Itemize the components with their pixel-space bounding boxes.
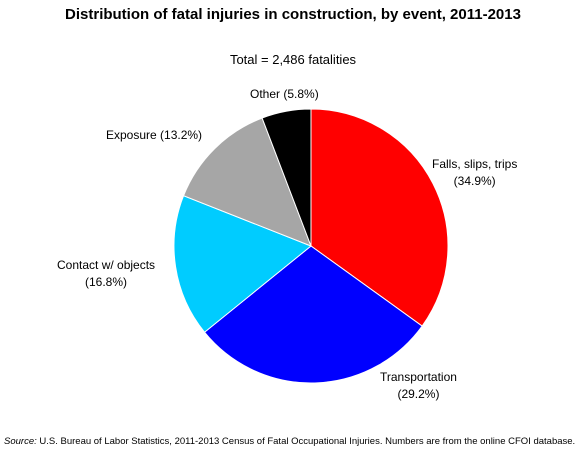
label-contact-pct: (16.8%) <box>85 275 128 289</box>
label-other: Other (5.8%) <box>250 87 319 101</box>
label-contact: Contact w/ objects (16.8%) <box>57 257 155 291</box>
label-transportation-pct: (29.2%) <box>397 387 440 401</box>
source-prefix: Source: <box>4 436 37 447</box>
label-exposure: Exposure (13.2%) <box>106 128 203 142</box>
label-falls-name: Falls, slips, trips <box>432 157 518 171</box>
label-contact-name: Contact w/ objects <box>57 258 156 272</box>
pie-slice-exposure <box>182 117 312 247</box>
source-note: Source: U.S. Bureau of Labor Statistics,… <box>4 436 575 447</box>
pie-slice-falls-slips-trips <box>310 108 449 327</box>
source-text: U.S. Bureau of Labor Statistics, 2011-20… <box>36 436 576 447</box>
pie-slice-other <box>261 108 312 247</box>
pie-slice-contact-w-objects <box>173 195 312 333</box>
chart-subtitle: Total = 2,486 fatalities <box>229 52 357 67</box>
chart-title: Distribution of fatal injuries in constr… <box>65 6 521 23</box>
label-falls: Falls, slips, trips (34.9%) <box>432 156 517 190</box>
pie-slice-transportation <box>203 245 423 384</box>
label-falls-pct: (34.9%) <box>453 174 496 188</box>
label-transportation: Transportation (29.2%) <box>380 369 457 403</box>
label-transportation-name: Transportation <box>380 370 457 384</box>
